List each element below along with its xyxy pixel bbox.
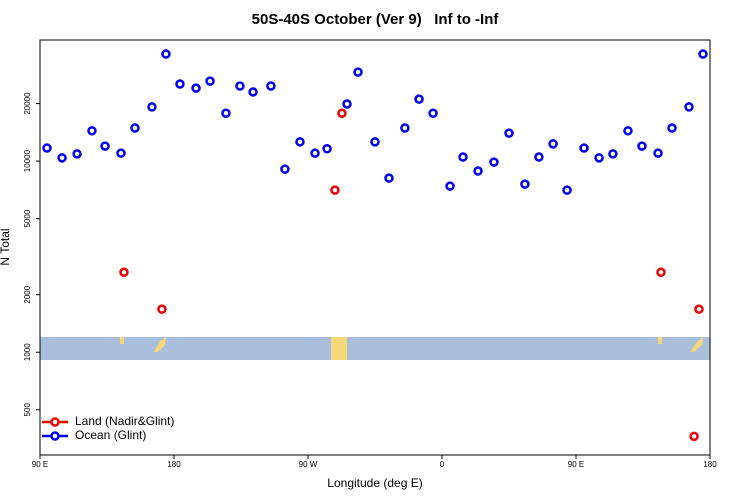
point [384,173,394,183]
y-tick-label: 1000 [23,343,32,361]
point [579,143,589,153]
point [57,153,67,163]
y-tick-label: 5000 [23,209,32,227]
point [428,108,438,118]
point [689,431,699,442]
point [667,123,677,133]
x-axis-label: Longitude (deg E) [327,476,422,490]
map-strip [40,337,710,360]
point [562,185,572,195]
y-tick-label: 10000 [23,149,32,172]
point [353,67,363,77]
point [248,87,258,97]
point [370,137,380,147]
point [72,149,82,159]
point [116,148,126,158]
point [400,123,410,133]
point [342,99,352,109]
point [694,304,704,314]
point [653,148,663,158]
x-tick-label: 90 W [299,460,318,469]
x-tick-label: 180 [167,460,181,469]
point [534,152,544,162]
point [205,76,215,86]
point [637,141,647,151]
point [458,152,468,162]
point [656,267,666,278]
point [548,139,558,149]
point [489,157,499,167]
y-axis-label: N Total [0,228,12,265]
point [42,143,52,153]
y-tick-label: 20000 [23,92,32,115]
point [608,149,618,159]
point [100,141,110,151]
point [266,81,276,91]
point [235,81,245,91]
legend-label: Land (Nadir&Glint) [75,414,174,428]
point [330,185,340,195]
point [445,181,455,191]
point [520,179,530,189]
point [414,94,424,104]
y-tick-label: 2000 [23,285,32,303]
point [337,108,347,118]
point [623,126,633,136]
point [473,166,483,176]
point [221,108,231,118]
point [295,137,305,147]
point [322,144,332,154]
point [157,304,167,314]
y-tick-label: 500 [23,403,32,417]
point [684,102,694,112]
point [698,49,708,59]
point [594,153,604,163]
x-tick-label: 0 [440,460,445,469]
point [147,102,157,112]
point [191,83,201,93]
legend-marker [50,417,60,427]
x-tick-label: 90 E [32,460,48,469]
point [119,267,129,278]
chart-title: 50S-40S October (Ver 9) Inf to -Inf [252,11,500,28]
point [175,79,185,89]
x-tick-label: 90 E [568,460,584,469]
point [504,128,514,138]
x-tick-label: 180 [703,460,717,469]
legend-marker [50,431,60,441]
land-patches [120,337,703,360]
point [130,123,140,133]
plot-frame [39,39,711,456]
point [87,126,97,136]
point [161,49,171,59]
point [310,148,320,158]
point [280,164,290,174]
legend-label: Ocean (Glint) [75,428,146,442]
